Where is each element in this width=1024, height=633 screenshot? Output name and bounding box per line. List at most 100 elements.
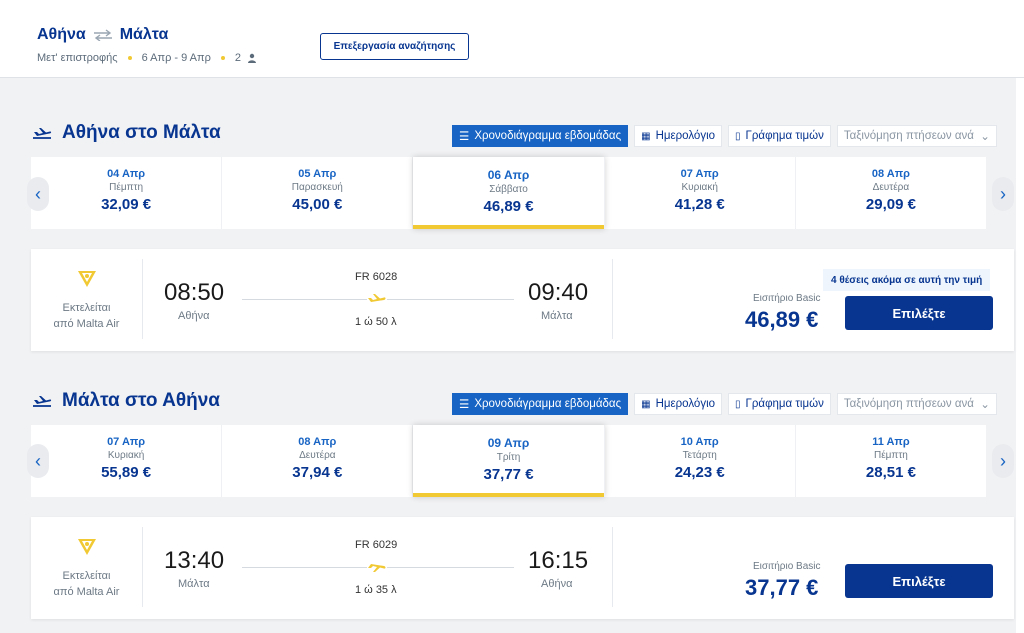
operator-info: Εκτελείται από Malta Air bbox=[31, 527, 143, 607]
trip-dates: 6 Απρ - 9 Απρ bbox=[141, 52, 211, 64]
fare-type-label: Εισιτήριο Basic bbox=[753, 293, 821, 304]
departure-city: Μάλτα bbox=[178, 578, 210, 590]
tab-calendar-label: Ημερολόγιο bbox=[655, 130, 716, 142]
date-price: 46,89 € bbox=[483, 198, 534, 215]
tab-price-graph[interactable]: ▯ Γράφημα τιμών bbox=[728, 393, 831, 415]
origin-city: Αθήνα bbox=[37, 26, 86, 43]
airline-harp-logo-icon bbox=[77, 271, 96, 287]
date-label: 08 Απρ bbox=[871, 168, 910, 180]
weekday-label: Δευτέρα bbox=[299, 450, 336, 461]
date-price: 32,09 € bbox=[101, 196, 152, 213]
outbound-prev-dates-button[interactable]: ‹ bbox=[27, 177, 49, 211]
list-icon: ☰ bbox=[459, 131, 470, 143]
chevron-right-icon: › bbox=[1000, 183, 1006, 204]
round-trip-icon bbox=[93, 29, 112, 41]
date-label: 11 Απρ bbox=[872, 436, 910, 448]
weekday-label: Παρασκευή bbox=[291, 182, 343, 193]
inbound-section-title: Μάλτα στο Αθήνα bbox=[32, 390, 220, 412]
inbound-date-cell[interactable]: 10 Απρ Τετάρτη 24,23 € bbox=[605, 425, 796, 497]
route-title: Αθήνα Μάλτα bbox=[37, 26, 168, 44]
plane-icon bbox=[367, 294, 387, 302]
flight-duration: 1 ώ 35 λ bbox=[355, 584, 397, 596]
date-label: 07 Απρ bbox=[107, 436, 146, 448]
select-inbound-flight-button[interactable]: Επιλέξτε bbox=[845, 564, 993, 598]
date-price: 45,00 € bbox=[292, 196, 343, 213]
inbound-date-cell[interactable]: 11 Απρ Πέμπτη 28,51 € bbox=[796, 425, 986, 497]
departure-plane-icon bbox=[33, 396, 52, 407]
tab-calendar[interactable]: ▦ Ημερολόγιο bbox=[634, 125, 723, 147]
outbound-view-tabs: ☰ Χρονοδιάγραμμα εβδομάδας ▦ Ημερολόγιο … bbox=[452, 125, 997, 147]
tab-price-graph-label: Γράφημα τιμών bbox=[745, 130, 824, 142]
tab-price-graph-label: Γράφημα τιμών bbox=[745, 398, 824, 410]
date-label: 04 Απρ bbox=[107, 168, 146, 180]
inbound-date-cell[interactable]: 07 Απρ Κυριακή 55,89 € bbox=[31, 425, 223, 497]
destination-city: Μάλτα bbox=[119, 26, 169, 43]
inbound-next-dates-button[interactable]: › bbox=[992, 444, 1014, 478]
outbound-title-text: Αθήνα στο Μάλτα bbox=[62, 122, 221, 143]
flight-duration: 1 ώ 50 λ bbox=[355, 316, 397, 328]
tab-price-graph[interactable]: ▯ Γράφημα τιμών bbox=[728, 125, 831, 147]
date-label: 08 Απρ bbox=[298, 436, 337, 448]
airline-harp-logo-icon bbox=[77, 539, 96, 555]
divider bbox=[612, 527, 613, 607]
outbound-section-title: Αθήνα στο Μάλτα bbox=[32, 122, 221, 144]
outbound-date-cell[interactable]: 08 Απρ Δευτέρα 29,09 € bbox=[796, 157, 986, 229]
inbound-prev-dates-button[interactable]: ‹ bbox=[27, 444, 49, 478]
tab-calendar[interactable]: ▦ Ημερολόγιο bbox=[634, 393, 723, 415]
date-label: 07 Απρ bbox=[680, 168, 719, 180]
date-price: 37,77 € bbox=[483, 466, 534, 483]
tab-weekly-schedule[interactable]: ☰ Χρονοδιάγραμμα εβδομάδας bbox=[452, 125, 629, 147]
date-price: 55,89 € bbox=[101, 464, 152, 481]
outbound-date-cell[interactable]: 05 Απρ Παρασκευή 45,00 € bbox=[222, 157, 414, 229]
date-price: 37,94 € bbox=[292, 464, 343, 481]
passenger-count: 2 bbox=[234, 52, 241, 64]
sort-flights-select[interactable]: Ταξινόμηση πτήσεων ανά ⌄ bbox=[836, 125, 997, 147]
outbound-next-dates-button[interactable]: › bbox=[992, 177, 1014, 211]
arrival-city: Μάλτα bbox=[541, 310, 573, 322]
outbound-flight-card[interactable]: Εκτελείται από Malta Air 08:50 Αθήνα FR … bbox=[31, 249, 1014, 351]
outbound-date-cell-selected[interactable]: 06 Απρ Σάββατο 46,89 € bbox=[413, 157, 605, 229]
trip-type: Μετ' επιστροφής bbox=[37, 52, 118, 64]
inbound-title-text: Μάλτα στο Αθήνα bbox=[62, 390, 220, 411]
chevron-down-icon: ⌄ bbox=[980, 131, 990, 143]
sort-flights-select[interactable]: Ταξινόμηση πτήσεων ανά ⌄ bbox=[836, 393, 997, 415]
search-summary-bar: Αθήνα Μάλτα Μετ' επιστροφής 6 Απρ - 9 Απ… bbox=[0, 0, 1024, 78]
person-icon bbox=[247, 53, 256, 63]
sort-placeholder: Ταξινόμηση πτήσεων ανά bbox=[843, 398, 974, 410]
operator-line-2: από Malta Air bbox=[53, 586, 120, 598]
trip-details: Μετ' επιστροφής 6 Απρ - 9 Απρ 2 bbox=[37, 52, 257, 64]
date-label: 05 Απρ bbox=[298, 168, 337, 180]
bar-chart-icon: ▯ bbox=[735, 130, 741, 142]
divider bbox=[612, 259, 613, 339]
edit-search-button[interactable]: Επεξεργασία αναζήτησης bbox=[320, 33, 469, 60]
outbound-date-cell[interactable]: 04 Απρ Πέμπτη 32,09 € bbox=[31, 157, 223, 229]
outbound-date-cell[interactable]: 07 Απρ Κυριακή 41,28 € bbox=[605, 157, 796, 229]
inbound-flight-card[interactable]: Εκτελείται από Malta Air 13:40 Μάλτα FR … bbox=[31, 517, 1014, 619]
tab-weekly-schedule[interactable]: ☰ Χρονοδιάγραμμα εβδομάδας bbox=[452, 393, 629, 415]
departure-city: Αθήνα bbox=[178, 310, 210, 322]
departure-time: 08:50 bbox=[164, 279, 225, 306]
inbound-view-tabs: ☰ Χρονοδιάγραμμα εβδομάδας ▦ Ημερολόγιο … bbox=[452, 393, 997, 415]
chevron-down-icon: ⌄ bbox=[980, 399, 990, 411]
weekday-label: Δευτέρα bbox=[872, 182, 910, 193]
calendar-icon: ▦ bbox=[641, 398, 651, 410]
calendar-icon: ▦ bbox=[641, 130, 651, 142]
date-label: 09 Απρ bbox=[487, 436, 530, 450]
inbound-date-cell-selected[interactable]: 09 Απρ Τρίτη 37,77 € bbox=[413, 425, 605, 497]
chevron-right-icon: › bbox=[1000, 450, 1006, 471]
chevron-left-icon: ‹ bbox=[35, 450, 41, 471]
date-price: 24,23 € bbox=[674, 464, 725, 481]
outbound-date-strip: 04 Απρ Πέμπτη 32,09 € 05 Απρ Παρασκευή 4… bbox=[31, 157, 986, 229]
date-label: 06 Απρ bbox=[487, 168, 530, 182]
seats-left-badge: 4 θέσεις ακόμα σε αυτή την τιμή bbox=[823, 269, 991, 291]
arrival-time: 16:15 bbox=[528, 547, 589, 574]
operator-line-1: Εκτελείται bbox=[62, 302, 111, 314]
fare-price: 46,89 € bbox=[745, 307, 819, 332]
fare-type-label: Εισιτήριο Basic bbox=[753, 561, 821, 572]
flight-number: FR 6028 bbox=[355, 271, 398, 283]
inbound-date-cell[interactable]: 08 Απρ Δευτέρα 37,94 € bbox=[222, 425, 414, 497]
tab-weekly-label: Χρονοδιάγραμμα εβδομάδας bbox=[474, 398, 622, 410]
weekday-label: Πέμπτη bbox=[109, 182, 144, 193]
weekday-label: Κυριακή bbox=[681, 182, 718, 193]
select-outbound-flight-button[interactable]: Επιλέξτε bbox=[845, 296, 993, 330]
